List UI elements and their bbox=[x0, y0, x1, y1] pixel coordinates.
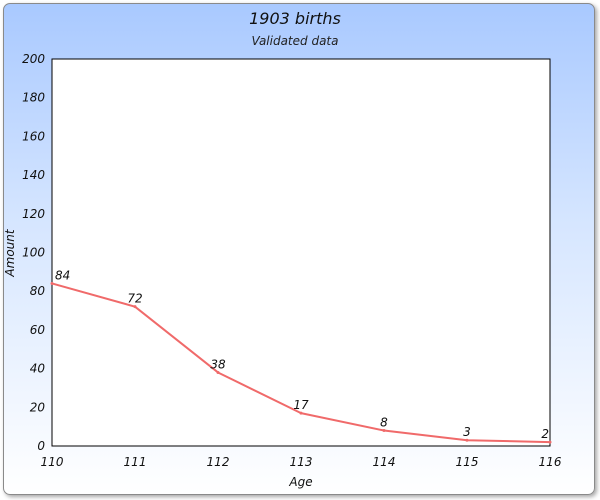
x-tick-label: 115 bbox=[456, 455, 479, 469]
x-axis-ticks: 110 111 112 113 114 115 116 bbox=[41, 455, 562, 469]
x-tick-label: 113 bbox=[290, 455, 313, 469]
y-tick-label: 140 bbox=[22, 168, 45, 182]
y-tick-label: 180 bbox=[22, 91, 45, 105]
data-point bbox=[548, 440, 552, 444]
data-label: 3 bbox=[463, 425, 471, 439]
y-tick-label: 120 bbox=[22, 207, 45, 221]
y-tick-label: 160 bbox=[22, 129, 45, 143]
plot-area bbox=[51, 58, 551, 447]
y-tick-label: 200 bbox=[22, 52, 45, 66]
data-point bbox=[216, 370, 220, 374]
data-label: 72 bbox=[127, 292, 142, 306]
x-axis-label: Age bbox=[288, 475, 312, 489]
data-label: 2 bbox=[541, 427, 549, 441]
chart-title: 1903 births bbox=[249, 9, 341, 28]
x-tick-label: 114 bbox=[373, 455, 396, 469]
x-tick-label: 116 bbox=[539, 455, 562, 469]
data-label: 84 bbox=[55, 268, 70, 282]
y-axis-label: Amount bbox=[3, 228, 17, 277]
data-point bbox=[133, 305, 137, 309]
data-point bbox=[50, 281, 54, 285]
series-layer bbox=[50, 281, 552, 444]
x-tick-label: 110 bbox=[41, 455, 64, 469]
chart-subtitle: Validated data bbox=[252, 34, 339, 48]
y-tick-label: 80 bbox=[30, 284, 46, 298]
x-tick-label: 112 bbox=[207, 455, 230, 469]
data-point bbox=[382, 429, 386, 433]
data-labels: 84 72 38 17 8 3 2 bbox=[55, 268, 549, 441]
data-label: 17 bbox=[293, 398, 309, 412]
x-tick-label: 111 bbox=[124, 455, 147, 469]
data-label: 38 bbox=[210, 357, 226, 371]
y-tick-label: 100 bbox=[22, 246, 45, 260]
data-point bbox=[299, 411, 303, 415]
y-tick-label: 0 bbox=[37, 439, 45, 453]
y-tick-label: 20 bbox=[30, 400, 46, 414]
y-tick-label: 60 bbox=[30, 323, 46, 337]
data-point bbox=[465, 438, 469, 442]
y-tick-label: 40 bbox=[30, 362, 46, 376]
y-axis-ticks: 0 20 40 60 80 100 120 140 160 180 200 bbox=[22, 52, 45, 453]
data-label: 8 bbox=[380, 416, 388, 430]
